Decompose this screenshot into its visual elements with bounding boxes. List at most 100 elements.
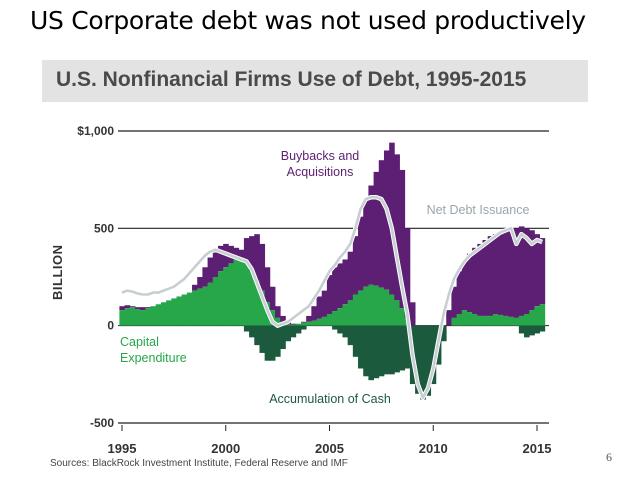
y-tick-label: 500 [94, 221, 114, 235]
bar-buybacks [456, 271, 463, 314]
bar-cash [425, 325, 432, 396]
bar-buybacks [243, 238, 250, 262]
bar-buybacks [280, 315, 286, 323]
bar-buybacks [409, 302, 416, 326]
bar-capex [202, 286, 208, 326]
annotation-label: Buybacks and [281, 149, 360, 163]
bar-capex [394, 300, 400, 326]
bar-capex [347, 300, 354, 326]
bar-buybacks [482, 240, 489, 316]
bar-buybacks [394, 154, 400, 301]
bar-buybacks [134, 307, 141, 310]
bar-capex [316, 318, 323, 326]
bar-capex [238, 257, 245, 326]
x-tick-label: 1995 [108, 441, 137, 456]
bar-buybacks [192, 284, 198, 291]
bar-buybacks [358, 216, 364, 291]
bar-capex [363, 286, 369, 326]
bar-capex [212, 277, 219, 326]
bar-buybacks [275, 306, 281, 318]
bar-cash [275, 325, 281, 357]
bar-capex [171, 298, 177, 326]
bar-capex [368, 284, 374, 326]
bar-buybacks [306, 315, 312, 322]
bar-cash [290, 325, 297, 338]
bar-cash [524, 325, 530, 338]
bar-cash [399, 325, 406, 371]
bar-capex [166, 300, 172, 326]
bar-buybacks [399, 169, 406, 309]
bar-capex [456, 313, 463, 326]
bar-capex [487, 315, 494, 326]
bar-buybacks [404, 228, 411, 318]
bar-buybacks [217, 245, 224, 272]
bar-buybacks [508, 228, 515, 317]
bar-buybacks [254, 234, 260, 281]
bar-buybacks [140, 307, 146, 311]
bar-capex [342, 304, 349, 326]
bar-buybacks [197, 277, 203, 289]
bar-capex [249, 271, 255, 326]
bar-capex [150, 306, 157, 326]
bar-capex [399, 308, 406, 326]
bar-buybacks [451, 286, 457, 318]
bar-buybacks [337, 263, 343, 309]
bar-capex [492, 313, 499, 326]
x-tick-label: 2015 [523, 441, 552, 456]
x-tick-label: 2000 [211, 441, 240, 456]
bar-cash [373, 325, 380, 379]
bar-capex [321, 316, 328, 326]
bar-buybacks [145, 307, 151, 309]
bar-buybacks [321, 290, 328, 317]
bar-capex [383, 289, 390, 326]
bar-capex [337, 308, 343, 326]
bar-buybacks [290, 323, 297, 325]
x-tick-label: 2005 [315, 441, 344, 456]
bar-capex [254, 280, 260, 326]
bar-buybacks [124, 305, 131, 309]
bar-capex [155, 304, 162, 326]
bar-capex [332, 311, 338, 326]
bar-buybacks [233, 247, 240, 260]
bar-buybacks [119, 306, 125, 311]
bar-cash [352, 325, 359, 357]
bar-capex [529, 310, 535, 326]
bar-capex [140, 310, 146, 326]
bar-capex [539, 304, 546, 326]
bar-capex [311, 320, 317, 326]
annotation-label: Net Debt Issuance [427, 203, 530, 217]
bar-capex [217, 271, 224, 326]
bar-capex [124, 308, 131, 326]
bar-capex [503, 315, 509, 326]
bar-buybacks [492, 234, 499, 314]
bar-buybacks [259, 243, 266, 291]
bar-capex [259, 290, 266, 326]
bar-cash [404, 325, 411, 369]
bar-cash [342, 325, 349, 338]
bar-buybacks [311, 306, 317, 321]
bar-capex [508, 316, 515, 326]
bar-cash [285, 325, 291, 342]
y-tick-label: -500 [90, 416, 114, 430]
bar-cash [259, 325, 266, 353]
bar-buybacks [352, 236, 359, 295]
bar-cash [529, 325, 535, 336]
bar-buybacks [446, 310, 452, 326]
bar-buybacks [129, 306, 136, 308]
bar-capex [306, 321, 312, 326]
bar-cash [269, 325, 276, 361]
bar-buybacks [269, 286, 276, 311]
bar-buybacks [389, 142, 395, 295]
bar-cash [249, 325, 255, 338]
bar-cash [368, 325, 374, 381]
bar-capex [300, 322, 307, 326]
bar-cash [518, 325, 525, 334]
bar-buybacks [212, 249, 219, 277]
bar-capex [472, 313, 478, 326]
bar-buybacks [316, 296, 323, 319]
bar-capex [352, 294, 359, 326]
bar-capex [197, 288, 203, 326]
bar-cash [337, 325, 343, 334]
page-number: 6 [606, 450, 612, 464]
